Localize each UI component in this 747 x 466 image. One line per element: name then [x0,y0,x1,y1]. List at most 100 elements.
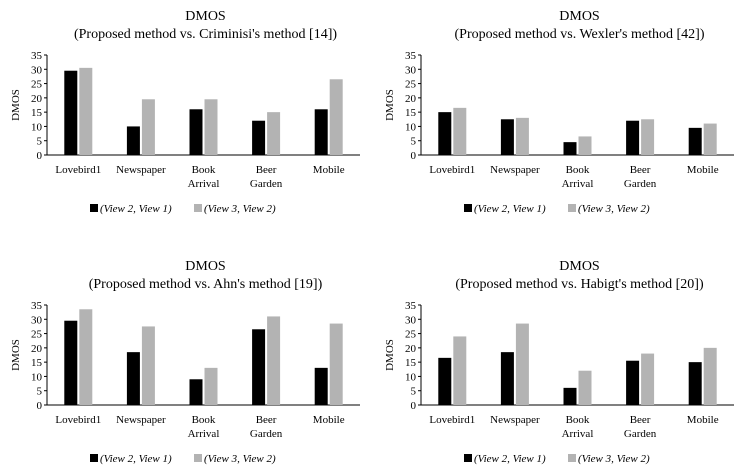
y-tick-label: 15 [405,357,417,369]
y-tick-label: 25 [405,79,417,91]
chart-panel-1: DMOS (Proposed method vs. Criminisi's met… [10,9,360,215]
bar-view2-view1 [500,119,514,155]
bar-view3-view2 [703,123,717,155]
category-label-line: Newspaper [490,164,540,176]
bar-view2-view1 [126,126,140,155]
bar-view2-view1 [563,387,577,405]
legend-swatch [90,204,98,212]
bar-view2-view1 [189,379,203,405]
y-tick-label: 5 [411,386,417,398]
bar-view3-view2 [141,99,155,155]
category-label-line: Lovebird1 [429,164,475,176]
bar-view2-view1 [688,362,702,405]
bar-view2-view1 [314,109,328,155]
bar-view2-view1 [500,352,514,405]
legend: (View 2, View 1) (View 3, View 2) [90,203,276,215]
chart-title: DMOS [559,9,599,24]
legend-swatch [568,454,576,462]
y-tick-label: 30 [405,64,417,76]
bar-view2-view1 [64,320,78,405]
category-label: Book Arrival [188,164,220,190]
category-label: Lovebird1 [55,164,101,176]
category-label: Book Arrival [188,414,220,440]
category-label-line: Arrival [188,428,220,440]
bar-view3-view2 [204,367,218,405]
y-tick-label: 35 [31,50,43,62]
bar-view3-view2 [204,99,218,155]
bar-view2-view1 [126,352,140,405]
legend-label: (View 3, View 2) [578,453,650,465]
legend-label: (View 3, View 2) [578,203,650,215]
y-tick-label: 5 [37,136,43,148]
category-label: Book Arrival [562,164,594,190]
category-label: Mobile [313,414,345,426]
y-tick-label: 25 [31,329,43,341]
bar-view3-view2 [641,353,655,405]
bar-view3-view2 [79,67,93,155]
y-tick-label: 30 [31,314,43,326]
y-tick-label: 0 [411,400,417,412]
bar-view3-view2 [453,107,467,155]
chart-panel-2: DMOS (Proposed method vs. Wexler's method… [384,9,734,215]
bar-view3-view2 [641,119,655,155]
bar-view3-view2 [515,323,529,405]
y-tick-label: 20 [31,93,43,105]
bar-view3-view2 [329,323,343,405]
chart-subtitle: (Proposed method vs. Ahn's method [19]) [89,277,323,292]
category-label-line: Beer [630,164,651,176]
category-label: Beer Garden [624,414,657,440]
category-label-line: Garden [624,178,657,190]
category-label-line: Arrival [562,178,594,190]
y-tick-label: 10 [31,121,43,133]
bar-view3-view2 [515,117,529,155]
y-tick-label: 10 [31,371,43,383]
category-label-line: Lovebird1 [55,164,101,176]
category-label-line: Arrival [562,428,594,440]
y-tick-label: 10 [405,121,417,133]
y-tick-label: 10 [405,371,417,383]
category-label: Lovebird1 [429,414,475,426]
category-label: Mobile [313,164,345,176]
category-label-line: Book [192,164,216,176]
bar-view3-view2 [267,112,281,155]
category-label-line: Garden [624,428,657,440]
category-label-line: Book [566,164,590,176]
category-label-line: Newspaper [116,414,166,426]
category-label: Newspaper [116,414,166,426]
legend-swatch [194,204,202,212]
y-tick-label: 15 [31,107,43,119]
bar-view3-view2 [267,316,281,405]
category-label-line: Lovebird1 [55,414,101,426]
bar-view3-view2 [79,309,93,405]
category-label: Newspaper [116,164,166,176]
category-label-line: Mobile [313,414,345,426]
y-tick-label: 30 [405,314,417,326]
y-axis-label: DMOS [384,339,396,371]
category-label-line: Book [192,414,216,426]
bar-view3-view2 [578,136,592,155]
chart-panel-3: DMOS (Proposed method vs. Ahn's method [1… [10,259,360,465]
bar-view2-view1 [626,120,640,155]
y-tick-label: 5 [37,386,43,398]
bar-view2-view1 [626,360,640,405]
y-axis-label: DMOS [10,89,22,121]
chart-subtitle: (Proposed method vs. Habigt's method [20… [455,277,704,292]
bar-view2-view1 [314,367,328,405]
bar-view2-view1 [252,120,266,155]
chart-title: DMOS [559,259,599,274]
y-tick-label: 35 [405,50,417,62]
category-label: Mobile [687,414,719,426]
category-label-line: Beer [256,414,277,426]
bar-view3-view2 [141,326,155,405]
bar-view3-view2 [578,370,592,405]
y-tick-label: 20 [405,93,417,105]
legend-swatch [568,204,576,212]
bar-view2-view1 [438,357,452,405]
legend-label: (View 2, View 1) [474,203,546,215]
bar-view2-view1 [438,112,452,155]
chart-panel-4: DMOS (Proposed method vs. Habigt's method… [384,259,734,465]
y-axis-label: DMOS [10,339,22,371]
bar-view3-view2 [329,79,343,155]
y-tick-label: 25 [31,79,43,91]
